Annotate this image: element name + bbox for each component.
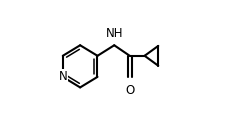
Text: NH: NH — [105, 27, 122, 40]
Text: O: O — [125, 84, 134, 97]
Text: N: N — [58, 70, 67, 83]
